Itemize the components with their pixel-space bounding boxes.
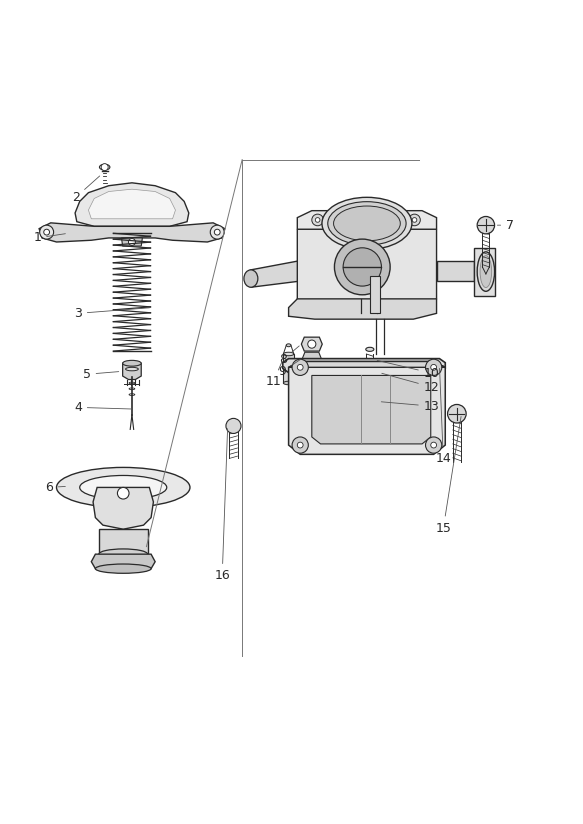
Text: 2: 2: [72, 176, 100, 204]
Polygon shape: [474, 248, 494, 296]
Polygon shape: [75, 183, 189, 227]
Circle shape: [448, 405, 466, 423]
Circle shape: [409, 214, 420, 226]
Text: 10: 10: [377, 360, 440, 380]
Polygon shape: [121, 238, 142, 246]
Polygon shape: [312, 376, 431, 444]
Text: 5: 5: [83, 368, 119, 381]
Circle shape: [101, 164, 108, 171]
Polygon shape: [437, 261, 474, 282]
Text: 4: 4: [74, 400, 132, 414]
Circle shape: [412, 218, 417, 222]
Circle shape: [117, 488, 129, 499]
Ellipse shape: [244, 269, 258, 288]
Circle shape: [290, 384, 334, 428]
Circle shape: [426, 437, 442, 453]
Ellipse shape: [99, 549, 147, 559]
Text: 8: 8: [279, 346, 299, 367]
Polygon shape: [39, 222, 225, 242]
Ellipse shape: [333, 206, 401, 241]
Polygon shape: [289, 362, 445, 368]
Text: 12: 12: [382, 373, 440, 394]
Circle shape: [335, 239, 390, 295]
Ellipse shape: [96, 564, 151, 574]
Circle shape: [426, 359, 442, 376]
Polygon shape: [289, 362, 445, 454]
Polygon shape: [251, 261, 297, 288]
Text: 6: 6: [45, 481, 65, 494]
Bar: [283, 354, 294, 383]
Circle shape: [431, 442, 437, 448]
Ellipse shape: [283, 352, 294, 356]
Circle shape: [210, 225, 224, 239]
Circle shape: [226, 419, 241, 433]
Ellipse shape: [80, 475, 167, 499]
Ellipse shape: [283, 382, 294, 385]
Circle shape: [44, 229, 50, 235]
Ellipse shape: [480, 255, 491, 288]
Circle shape: [343, 387, 374, 419]
Polygon shape: [303, 352, 321, 364]
Circle shape: [292, 359, 308, 376]
Text: 3: 3: [74, 307, 149, 320]
Polygon shape: [99, 529, 147, 555]
Circle shape: [312, 214, 324, 226]
Ellipse shape: [57, 467, 190, 508]
Text: 16: 16: [215, 428, 230, 582]
Ellipse shape: [122, 360, 141, 366]
Text: 9: 9: [279, 359, 300, 378]
Polygon shape: [297, 211, 437, 229]
Circle shape: [340, 396, 348, 405]
Text: 11: 11: [265, 363, 282, 388]
Polygon shape: [92, 555, 155, 569]
Ellipse shape: [477, 252, 494, 292]
Circle shape: [297, 391, 326, 421]
Polygon shape: [289, 299, 437, 319]
Circle shape: [297, 442, 303, 448]
Ellipse shape: [286, 344, 291, 347]
Polygon shape: [283, 358, 445, 372]
Circle shape: [297, 364, 303, 370]
Circle shape: [308, 340, 316, 349]
Polygon shape: [122, 363, 141, 380]
Text: 7: 7: [497, 218, 514, 232]
Text: 1: 1: [33, 232, 65, 245]
Circle shape: [431, 364, 437, 370]
Circle shape: [128, 238, 135, 246]
Circle shape: [343, 248, 381, 286]
Text: 14: 14: [436, 368, 451, 465]
Circle shape: [335, 380, 381, 427]
Polygon shape: [297, 229, 437, 313]
Polygon shape: [89, 190, 175, 219]
Text: 15: 15: [436, 416, 461, 535]
Ellipse shape: [125, 368, 138, 371]
Circle shape: [477, 217, 494, 234]
Circle shape: [40, 225, 54, 239]
Polygon shape: [360, 367, 379, 378]
Polygon shape: [297, 361, 431, 370]
Circle shape: [215, 229, 220, 235]
Circle shape: [315, 218, 320, 222]
Polygon shape: [301, 337, 322, 351]
Text: 13: 13: [381, 400, 440, 413]
Bar: [370, 276, 380, 313]
Ellipse shape: [100, 164, 110, 170]
Ellipse shape: [366, 347, 374, 351]
Circle shape: [292, 437, 308, 453]
Ellipse shape: [322, 197, 412, 250]
Polygon shape: [315, 396, 355, 409]
Ellipse shape: [328, 202, 406, 246]
Polygon shape: [93, 488, 153, 529]
